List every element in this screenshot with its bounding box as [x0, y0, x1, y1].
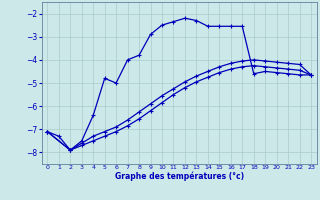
- X-axis label: Graphe des températures (°c): Graphe des températures (°c): [115, 171, 244, 181]
